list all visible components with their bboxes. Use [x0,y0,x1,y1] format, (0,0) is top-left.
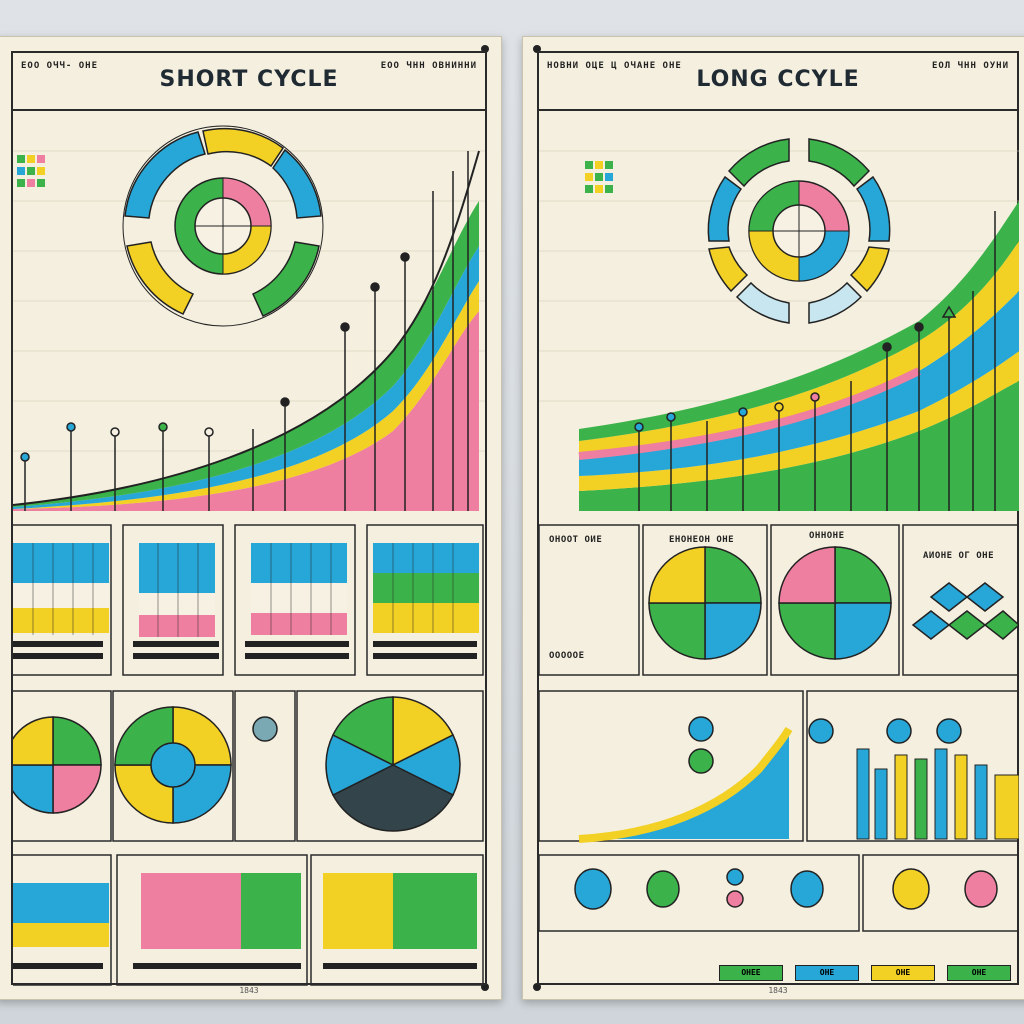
legend-chip-yellow: ОНЕ [871,965,935,981]
pushpin-icon [481,45,489,53]
poster-title: LONG CCYLE [696,67,860,92]
short-cycle-main-graphic [13,125,485,511]
marker-pins [20,151,469,511]
poster-frame: НОВНИ ОЦЕ Ц ОЧАНЕ ОНЕ LONG CCYLE ЕОЛ ЧНН… [537,51,1019,995]
header-note-left: НОВНИ ОЦЕ Ц ОЧАНЕ ОНЕ [547,61,682,71]
bottom-note-label: ОООООЕ [549,651,585,661]
header-note-left: ЕОО ОЧЧ- ОНЕ [21,61,99,71]
short-cycle-tables-row1 [13,524,484,676]
legend-chip-blue: ОНЕ [795,965,859,981]
poster-header: ЕОО ОЧЧ- ОНЕ SHORT CYCLE ЕОО ЧНН ОВНИННИ [13,53,485,111]
poster-title: SHORT CYCLE [159,67,339,92]
footer-label: 1843 [768,986,788,995]
pushpin-icon [533,983,541,991]
mini-legend [585,161,613,193]
poster-header: НОВНИ ОЦЕ Ц ОЧАНЕ ОНЕ LONG CCYLE ЕОЛ ЧНН… [539,53,1017,111]
legend-chip-green: ОНЕЕ [719,965,783,981]
pie-title-1: ЕНОНЕОН ОНЕ [669,535,735,545]
short-cycle-tables-row2 [13,854,484,986]
header-note-right: ЕОЛ ЧНН ОУНИ [931,61,1009,71]
middle-note-label: АИОНЕ ОГ ОНЕ [923,551,995,561]
long-cycle-poster: НОВНИ ОЦЕ Ц ОЧАНЕ ОНЕ LONG CCYLE ЕОЛ ЧНН… [522,36,1024,1000]
pie-title-2: ОННОНЕ [809,531,845,541]
short-cycle-area-chart [13,150,480,511]
short-cycle-poster: ЕОО ОЧЧ- ОНЕ SHORT CYCLE ЕОО ЧНН ОВНИННИ [0,36,502,1000]
pushpin-icon [533,45,541,53]
long-cycle-bowls-row [539,854,1019,932]
footer-label: 1843 [239,986,259,995]
short-cycle-pies [13,690,484,842]
mini-legend [17,155,45,187]
ring-cycle-icon [122,125,324,327]
pushpin-icon [481,983,489,991]
ring-cycle-icon [707,138,891,324]
cycle-note-label: ОНООТ ОИЕ [549,535,603,545]
diamond-grid-icon [911,582,1019,640]
legend-chip-green-2: ОНЕ [947,965,1011,981]
long-cycle-growth-row [539,690,1019,843]
header-note-right: ЕОО ЧНН ОВНИННИ [380,61,477,71]
long-cycle-pies-row [539,524,1019,676]
poster-frame: ЕОО ОЧЧ- ОНЕ SHORT CYCLE ЕОО ЧНН ОВНИННИ [11,51,487,995]
long-cycle-main-graphic [539,138,1019,511]
marker-pins [634,211,996,511]
